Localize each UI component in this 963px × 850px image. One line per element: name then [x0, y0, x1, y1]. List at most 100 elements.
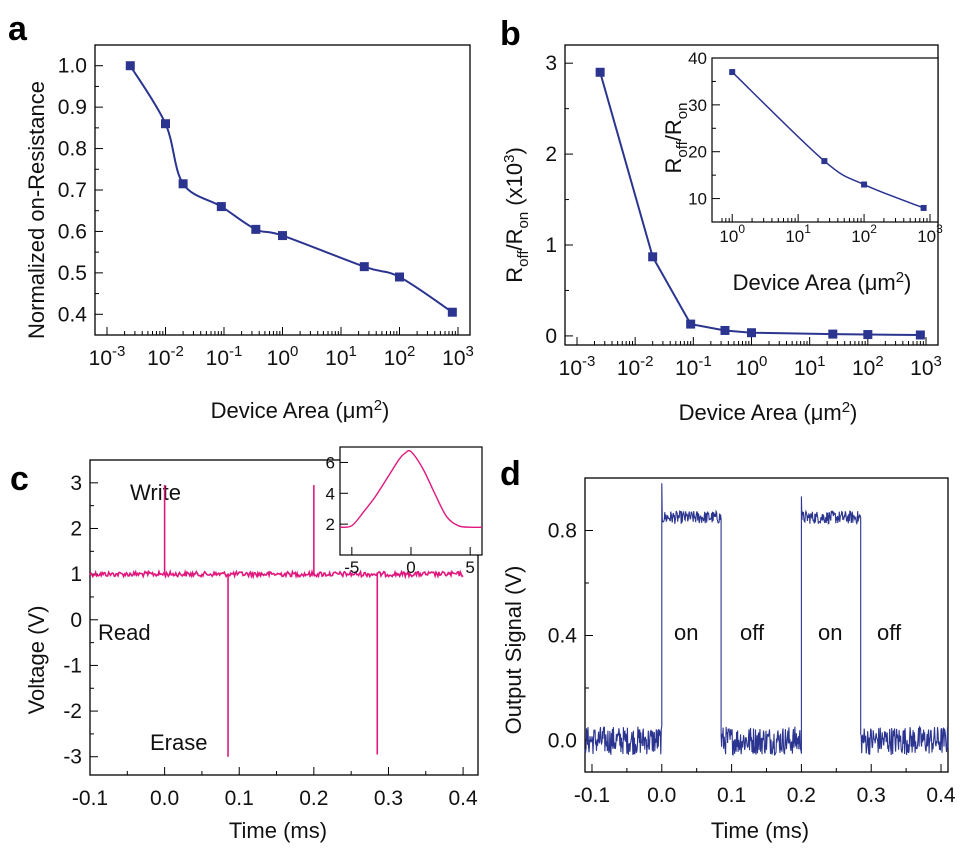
panel-b-data-point — [648, 252, 658, 262]
panel-d-ytick-label: 0.4 — [548, 625, 578, 648]
panel-a-xtick-label: 103 — [442, 343, 474, 370]
panel-b-inset-data-point — [821, 158, 828, 165]
panel-c-xtick-label: 0.3 — [374, 787, 403, 810]
panel-b-inset-ytick-label: 20 — [688, 143, 707, 162]
panel-a-data-point — [161, 119, 170, 129]
panel-c-ylabel: Voltage (V) — [24, 606, 49, 715]
panel-b-ytick-label: 3 — [545, 52, 557, 75]
panel-b-inset-xlabel: Device Area (μm2) — [733, 269, 912, 295]
panel-c-inset-ytick-label: 4 — [326, 484, 335, 503]
panel-d-ylabel: Output Signal (V) — [501, 566, 526, 735]
panel-c-inset-xtick-label: -5 — [344, 558, 359, 577]
panel-a-xtick-label: 102 — [384, 343, 416, 370]
panel-b-inset-ylabel: Roff/Ron — [661, 103, 691, 174]
panel-d-xtick-label: 0.1 — [717, 784, 746, 807]
panel-c-ytick-label: 3 — [70, 472, 82, 495]
panel-b-inset-data-point — [920, 204, 927, 211]
panel-label-d: d — [500, 455, 521, 493]
panel-a-xtick-label: 10-1 — [206, 343, 243, 370]
panel-a-ytick-label: 0.4 — [58, 303, 88, 326]
panel-b-xtick-label: 10-1 — [675, 353, 712, 380]
panel-b-xtick-label: 103 — [910, 353, 942, 380]
panel-b-data-point — [686, 319, 696, 329]
panel-b-data-point — [747, 328, 756, 338]
panel-b-inset-xtick-label: 101 — [785, 222, 811, 246]
panel-a-ytick-label: 0.9 — [58, 96, 87, 119]
panel-a-xtick-label: 100 — [267, 343, 299, 370]
panel-a-series-line — [129, 65, 453, 314]
panel-b-series-line — [599, 71, 921, 336]
panel-d-xtick-label: -0.1 — [574, 784, 610, 807]
panel-b-data-point — [595, 67, 605, 77]
plot-layer: 10-3 10-2 10-1 100 101 102 1030.40.50.60.70.80… — [58, 44, 956, 810]
panel-d-ytick-label: 0.0 — [548, 730, 577, 753]
panel-c-ytick-label: 2 — [70, 517, 82, 540]
panel-c-xtick-label: 0.4 — [448, 787, 478, 810]
panel-b-data-point — [863, 330, 873, 340]
panel-a-frame — [94, 44, 471, 336]
panel-b-ytick-label: 2 — [545, 143, 557, 166]
panel-c-ytick-label: 0 — [70, 609, 82, 632]
panel-c-frame — [89, 459, 479, 776]
panel-c-ytick-label: -1 — [63, 654, 82, 677]
panel-c-inset-ytick-label: 6 — [326, 453, 335, 472]
read-label: Read — [98, 620, 151, 645]
panel-d-xtick-label: 0.2 — [787, 784, 816, 807]
panel-a-data-point — [178, 179, 188, 189]
panel-c-xtick-label: -0.1 — [72, 787, 108, 810]
panel-c-inset-pulse-line — [339, 449, 483, 529]
panel-a-ytick-label: 0.8 — [58, 138, 87, 161]
panel-c-inset-xtick-label: 5 — [465, 558, 474, 577]
panel-b-xtick-label: 101 — [794, 353, 826, 380]
panel-b-inset-ytick-label: 10 — [688, 190, 707, 209]
panel-c-read-trace — [89, 568, 464, 580]
panel-c-xlabel: Time (ms) — [229, 818, 327, 843]
panel-b-xtick-label: 10-3 — [559, 353, 596, 380]
panel-b-inset-xtick-label: 102 — [851, 222, 877, 246]
panel-a-data-point — [447, 307, 457, 317]
panel-a-ytick-label: 1.0 — [58, 55, 87, 78]
panel-b-inset-xtick-label: 103 — [917, 222, 943, 246]
panel-d-xtick-label: 0.0 — [647, 784, 676, 807]
panel-a-ytick-label: 0.7 — [58, 179, 87, 202]
panel-b-data-point — [915, 330, 925, 340]
panel-b-inset-xtick-label: 100 — [719, 222, 745, 246]
panel-c-ytick-label: -2 — [63, 700, 82, 723]
panel-c-xtick-label: 0.1 — [225, 787, 254, 810]
panel-b-ylabel: Roff/Ron (x103) — [501, 147, 532, 283]
panel-a-data-point — [278, 231, 287, 241]
panel-c-inset-ytick-label: 2 — [326, 515, 335, 534]
panel-c-inset-frame — [339, 446, 483, 556]
panel-label-a: a — [8, 10, 28, 48]
panel-b-data-point — [720, 325, 730, 335]
panel-b-xtick-label: 10-2 — [617, 353, 654, 380]
panel-a-data-point — [395, 272, 404, 282]
write-label: Write — [130, 480, 181, 505]
panel-a-data-point — [359, 262, 369, 272]
panel-b-inset-data-point — [729, 69, 736, 76]
panel-c-xtick-label: 0.0 — [150, 787, 179, 810]
panel-label-c: c — [10, 460, 29, 498]
panel-a-xtick-label: 10-2 — [147, 343, 184, 370]
panel-b-inset-data-point — [861, 181, 868, 188]
panel-a-ytick-label: 0.6 — [58, 220, 87, 243]
on-label-1: on — [674, 620, 698, 645]
panel-b-inset-ytick-label: 40 — [688, 49, 707, 68]
panel-b-inset-frame — [711, 57, 939, 223]
panel-c-inset-xtick-label: 0 — [406, 558, 415, 577]
panel-b-ytick-label: 1 — [545, 234, 557, 257]
panel-d-xtick-label: 0.3 — [857, 784, 886, 807]
panel-b-xtick-label: 102 — [852, 353, 884, 380]
erase-label: Erase — [150, 730, 207, 755]
panel-b-data-point — [828, 329, 838, 339]
panel-c-ytick-label: -3 — [63, 746, 82, 769]
panel-d-output-trace — [584, 483, 949, 756]
on-label-2: on — [818, 620, 842, 645]
panel-b-inset-series-line — [731, 71, 924, 209]
panel-b-xtick-label: 100 — [736, 353, 768, 380]
panel-d-xtick-label: 0.4 — [926, 784, 956, 807]
panel-a-ylabel: Normalized on-Resistance — [24, 81, 49, 339]
panel-d-ytick-label: 0.8 — [548, 520, 577, 543]
off-label-1: off — [740, 620, 765, 645]
